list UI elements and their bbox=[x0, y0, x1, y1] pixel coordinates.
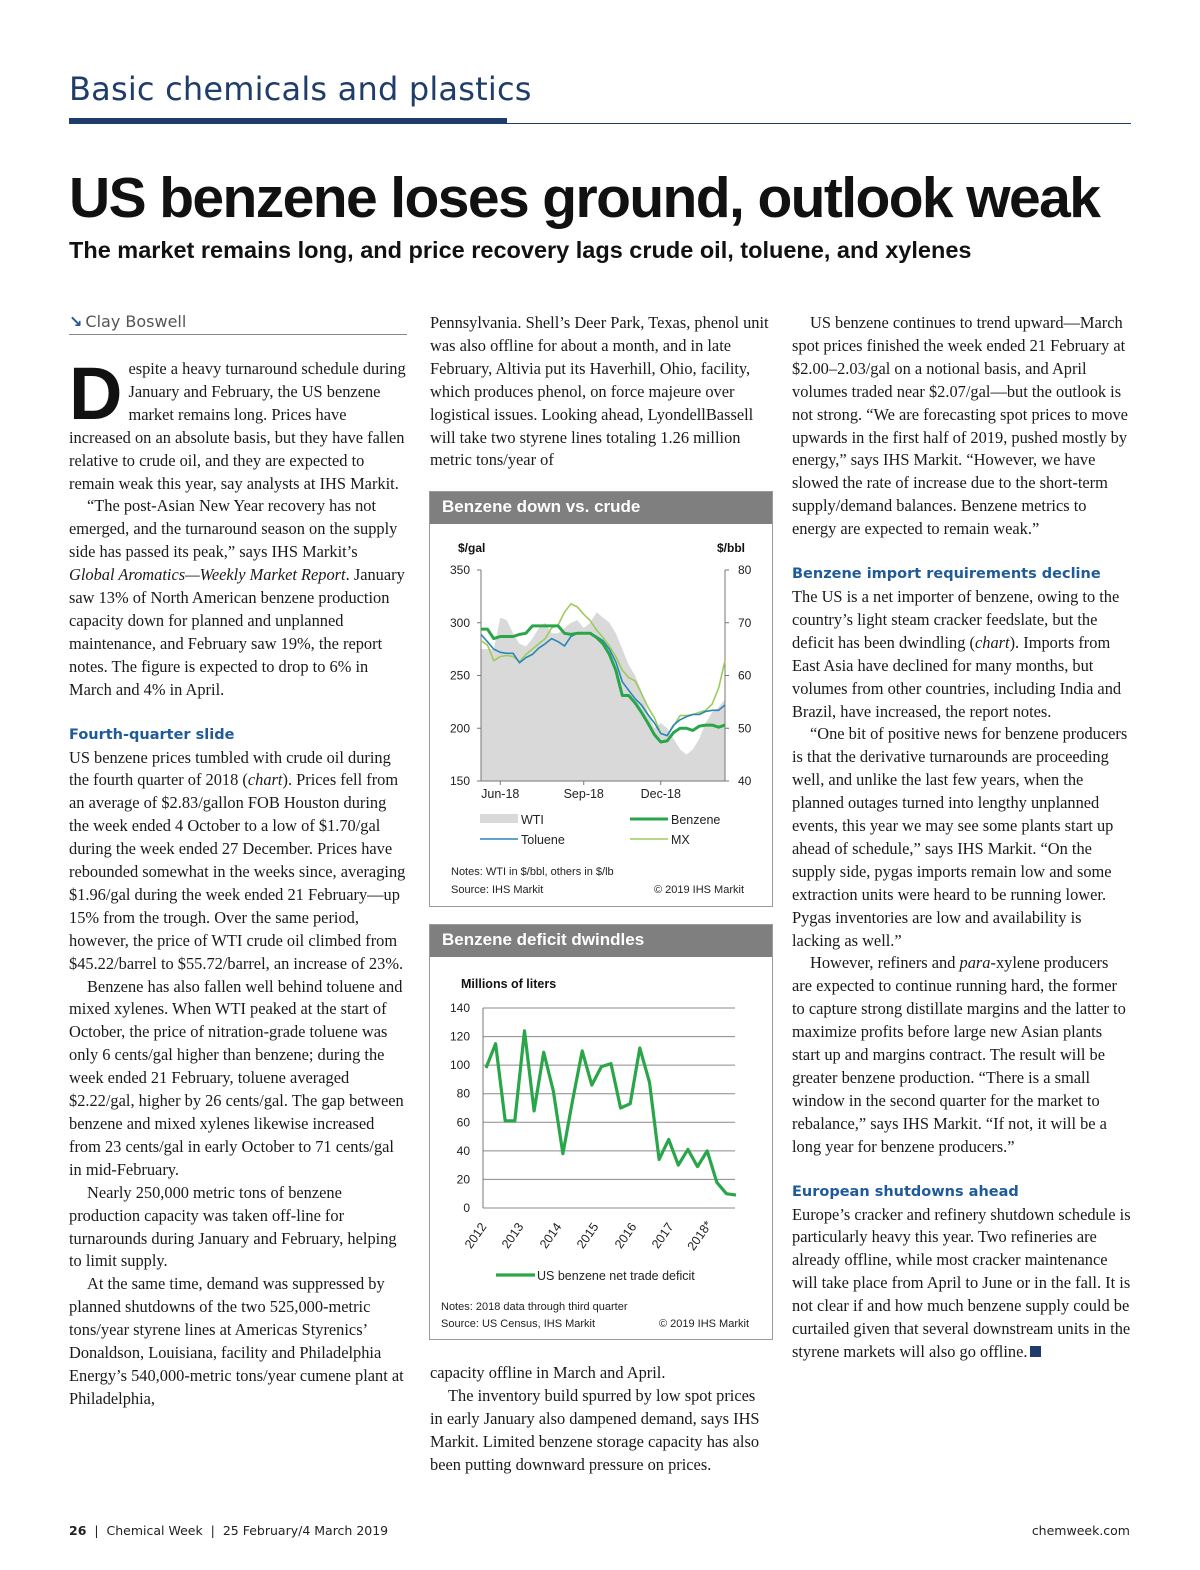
column-3: US benzene continues to trend upward—Mar… bbox=[792, 312, 1132, 1364]
series-deficit-line bbox=[484, 1029, 737, 1197]
y2-tick-label: 50 bbox=[738, 721, 752, 735]
series-mx-line bbox=[480, 603, 726, 737]
headline: US benzene loses ground, outlook weak bbox=[69, 166, 1101, 230]
x-tick-label: 2013 bbox=[499, 1220, 526, 1251]
paragraph: Pennsylvania. Shell’s Deer Park, Texas, … bbox=[430, 313, 769, 470]
chart-title: Benzene deficit dwindles bbox=[430, 925, 772, 957]
end-mark-icon bbox=[1029, 1345, 1041, 1357]
page-number: 26 bbox=[69, 1523, 87, 1538]
column-2-bottom: capacity offline in March and April. The… bbox=[430, 1362, 770, 1477]
legend-label: WTI bbox=[521, 813, 544, 827]
y-axis-label: $/gal bbox=[458, 541, 485, 555]
x-tick-label: Dec-18 bbox=[641, 787, 681, 801]
series-toluene-line bbox=[480, 632, 726, 737]
header-rule bbox=[69, 123, 1131, 124]
y-tick-label: 0 bbox=[463, 1201, 470, 1215]
paragraph: Nearly 250,000 metric tons of benzene pr… bbox=[69, 1182, 397, 1271]
issue-date: 25 February/4 March 2019 bbox=[222, 1523, 389, 1538]
section-title: Basic chemicals and plastics bbox=[69, 70, 532, 108]
paragraph: US benzene prices tumbled with crude oil… bbox=[69, 747, 406, 973]
subsection-heading: Benzene import requirements decline bbox=[792, 566, 1101, 583]
y-tick-label: 300 bbox=[450, 616, 470, 630]
chart-notes: Notes: WTI in $/bbl, others in $/lb bbox=[451, 866, 614, 878]
y2-tick-label: 80 bbox=[738, 563, 752, 577]
legend-label: MX bbox=[671, 833, 690, 847]
paragraph: capacity offline in March and April. bbox=[430, 1363, 666, 1382]
y2-tick-label: 70 bbox=[738, 616, 752, 630]
y-tick-label: 200 bbox=[450, 721, 470, 735]
series-wti-area bbox=[481, 612, 725, 781]
y-tick-label: 120 bbox=[450, 1030, 470, 1044]
legend-label: US benzene net trade deficit bbox=[537, 1269, 695, 1283]
paragraph: However, refiners and para-xylene produc… bbox=[792, 953, 1126, 1156]
chart-copyright: © 2019 IHS Markit bbox=[654, 884, 744, 896]
y-tick-label: 140 bbox=[450, 1001, 470, 1015]
footer-left: 26 | Chemical Week | 25 February/4 March… bbox=[69, 1523, 389, 1538]
header-accent-rule bbox=[69, 118, 507, 124]
y-tick-label: 150 bbox=[450, 774, 470, 788]
paragraph: The inventory build spurred by low spot … bbox=[430, 1385, 760, 1474]
paragraph: At the same time, demand was suppressed … bbox=[69, 1274, 404, 1408]
x-tick-label: 2012 bbox=[462, 1220, 489, 1251]
byline: ↘ Clay Boswell bbox=[69, 312, 407, 335]
paragraph: Europe’s cracker and refinery shutdown s… bbox=[792, 1204, 1131, 1361]
y-axis-label: Millions of liters bbox=[461, 977, 556, 991]
byline-arrow-icon: ↘ bbox=[69, 312, 83, 331]
y-tick-label: 250 bbox=[450, 669, 470, 683]
y-tick-label: 80 bbox=[457, 1087, 471, 1101]
paragraph: Benzene has also fallen well behind tolu… bbox=[69, 976, 404, 1179]
chart-notes: Notes: 2018 data through third quarter bbox=[441, 1301, 628, 1313]
y-tick-label: 20 bbox=[457, 1172, 471, 1186]
publication-name: Chemical Week bbox=[106, 1523, 203, 1538]
drop-cap: D bbox=[69, 352, 123, 435]
chart-source: Source: IHS Markit bbox=[451, 884, 543, 896]
x-tick-label: 2016 bbox=[612, 1220, 639, 1251]
chart-copyright: © 2019 IHS Markit bbox=[659, 1318, 749, 1330]
chart-2-plot: Millions of liters 0 20 40 60 80 100 120 140 2012… bbox=[441, 977, 749, 1330]
y2-tick-label: 60 bbox=[738, 669, 752, 683]
paragraph: US benzene continues to trend upward—Mar… bbox=[792, 313, 1128, 539]
y-tick-label: 100 bbox=[450, 1058, 470, 1072]
author-name[interactable]: Clay Boswell bbox=[85, 312, 187, 331]
subsection-heading: Fourth-quarter slide bbox=[69, 726, 235, 743]
y2-axis-label: $/bbl bbox=[717, 541, 745, 555]
x-tick-label: 2017 bbox=[649, 1220, 676, 1251]
chart-1-plot: $/gal $/bbl 150 200 250 300 350 40 50 60 70 80 Jun-1… bbox=[450, 541, 752, 896]
y-tick-label: 60 bbox=[457, 1115, 471, 1129]
chart-title: Benzene down vs. crude bbox=[430, 492, 772, 524]
column-2-top: Pennsylvania. Shell’s Deer Park, Texas, … bbox=[430, 312, 770, 472]
x-tick-label: 2014 bbox=[537, 1220, 564, 1251]
x-tick-label: 2018* bbox=[685, 1218, 715, 1253]
legend-label: Toluene bbox=[521, 833, 565, 847]
x-tick-label: Jun-18 bbox=[481, 787, 519, 801]
series-benzene-line bbox=[481, 624, 726, 744]
paragraph: “The post-Asian New Year recovery has no… bbox=[69, 496, 405, 699]
legend-swatch bbox=[480, 814, 518, 823]
legend-label: Benzene bbox=[671, 813, 720, 827]
chart-benzene-deficit: Benzene deficit dwindles Millions of lit… bbox=[429, 924, 773, 1340]
y2-tick-label: 40 bbox=[738, 774, 752, 788]
paragraph: The US is a net importer of benzene, owi… bbox=[792, 586, 1122, 721]
footer-site[interactable]: chemweek.com bbox=[1031, 1523, 1130, 1538]
y-tick-label: 350 bbox=[450, 563, 470, 577]
x-tick-label: Sep-18 bbox=[564, 787, 604, 801]
x-tick-label: 2015 bbox=[574, 1220, 601, 1251]
subheadline: The market remains long, and price recov… bbox=[69, 237, 972, 263]
chart-source: Source: US Census, IHS Markit bbox=[441, 1318, 595, 1330]
paragraph: “One bit of positive news for benzene pr… bbox=[792, 724, 1128, 950]
y-tick-label: 40 bbox=[457, 1144, 471, 1158]
subsection-heading: European shutdowns ahead bbox=[792, 1183, 1019, 1200]
chart-benzene-vs-crude: Benzene down vs. crude $/gal $/bbl 150 200 2… bbox=[429, 491, 773, 907]
